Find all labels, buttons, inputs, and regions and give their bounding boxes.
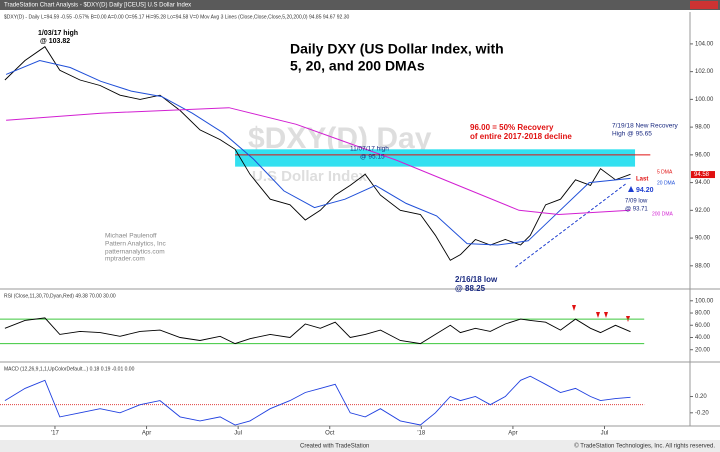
annotation: 96.00 = 50% Recovery [470,123,554,132]
arrow [596,312,600,318]
x-tick-label: Apr [142,431,151,437]
y-tick-label: 104.00 [695,41,714,47]
series-line [4,46,631,261]
annotation: Last [636,177,648,183]
close-button[interactable] [690,1,718,9]
y-tick-label: 88.00 [695,263,711,269]
y-tick-label: 90.00 [695,236,711,242]
series-label: 200 DMA [652,211,674,217]
y-tick-label: 98.00 [695,125,711,131]
y-tick-label: 60.00 [695,323,711,329]
x-tick-label: '17 [51,431,59,437]
window-title: TradeStation Chart Analysis - $DXY(D) Da… [4,3,191,9]
series-line [6,107,631,216]
annotation: 1/03/17 high [38,30,78,37]
annotation: @ 95.15 [360,154,385,161]
series-line [4,375,631,426]
annotation: 11/07/17 high [350,146,389,153]
arrow [572,305,576,311]
annotation: @ 103.82 [40,38,70,45]
y-tick-label: 92.00 [695,208,711,214]
annotation: @ 88.25 [455,284,486,293]
y-tick-label: 20.00 [695,347,711,353]
y-tick-label: 40.00 [695,335,711,341]
arrow [628,186,634,192]
series-label: 20 DMA [657,180,676,186]
annotation: of entire 2017-2018 decline [470,132,572,141]
y-tick-label: 94.00 [695,180,711,186]
annotation: 5 DMA [657,169,673,175]
annotation: mptrader.com [105,256,145,263]
y-tick-label: 96.00 [695,152,711,158]
y-tick-label: 80.00 [695,311,711,317]
annotation: 2/16/18 low [455,275,498,284]
trendline [515,183,626,268]
title-bar [0,0,720,10]
panel-title: MACD (12,26,9,1,1,UpColorDefault...) 0.1… [4,366,135,372]
y-tick-label: 100.00 [695,298,714,304]
x-tick-label: Jul [234,431,242,437]
annotation: patternanalytics.com [105,249,165,256]
annotation: 94.20 [636,187,654,194]
y-tick-label: 100.00 [695,97,714,103]
footer-right: © TradeStation Technologies, Inc. All ri… [574,443,715,450]
x-tick-label: Apr [508,431,517,437]
panel-title: RSI (Close,11,30,70,Dyan,Red) 49.38 70.0… [4,293,116,299]
annotation: 7/09 low [625,199,648,205]
series-line [4,317,631,345]
y-tick-label: -0.20 [695,410,709,416]
watermark: U.S Dollar Index [252,168,368,185]
arrow [604,312,608,318]
last-price-tag [691,171,715,179]
annotation: 5, 20, and 200 DMAs [290,58,425,74]
annotation: 7/19/18 New Recovery [612,123,679,130]
annotation: High @ 95.65 [612,131,652,138]
annotation: Pattern Analytics, Inc [105,241,166,248]
x-tick-label: Oct [325,431,335,437]
footer-left: Created with TradeStation [300,444,369,450]
annotation: Daily DXY (US Dollar Index, with [290,41,504,57]
annotation: Michael Paulenoff [105,233,157,240]
last-price-label: 94.58 [694,172,710,178]
y-tick-label: 102.00 [695,69,714,75]
series-line [5,59,631,246]
resistance-band [235,149,636,167]
footer [0,440,720,452]
y-tick-label: 0.20 [695,394,707,400]
annotation: @ 93.71 [625,207,648,213]
x-tick-label: Jul [601,431,609,437]
x-tick-label: '18 [417,431,425,437]
status-line: $DXY(D) - Daily L=94.59 -0.55 -0.57% B=0… [4,14,349,20]
